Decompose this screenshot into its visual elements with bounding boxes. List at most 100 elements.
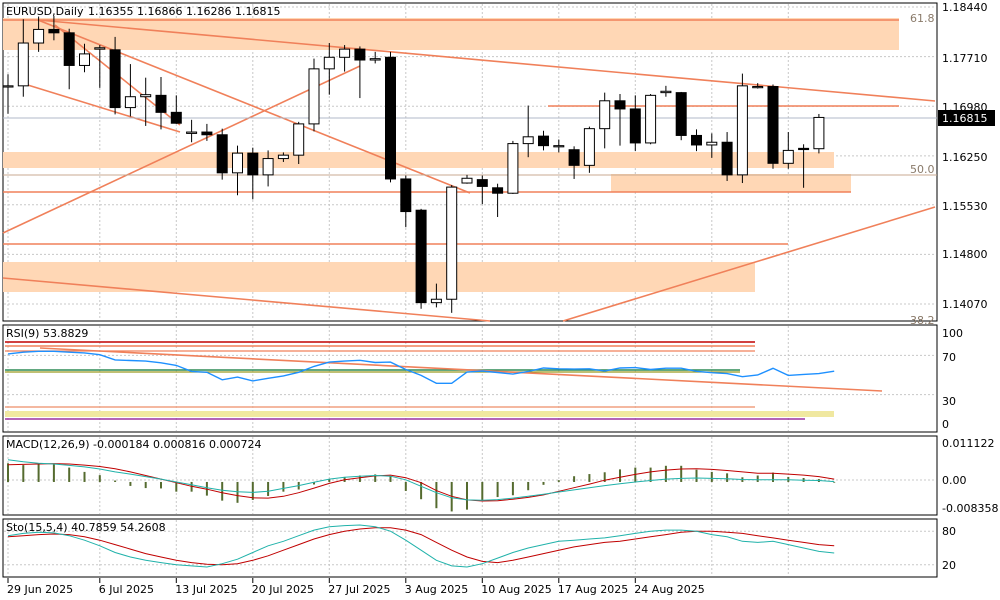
zone-mid [3, 152, 834, 168]
price-tick-6: 1.14800 [942, 248, 988, 261]
fib-label-382: 38.2 [910, 314, 935, 327]
candle-body-bull [124, 96, 136, 109]
candle-body-bear [155, 94, 167, 113]
candle [308, 58, 320, 132]
macd-tick-max: 0.011122 [942, 437, 995, 450]
price-tick-4: 1.16250 [942, 151, 988, 164]
candle [538, 130, 549, 151]
candle-body-bull [293, 123, 305, 156]
candle [354, 46, 366, 99]
rsi-grid [4, 326, 936, 431]
fib-label-618: 61.8 [910, 12, 935, 25]
resistance-zone-top [3, 18, 899, 50]
candle [507, 140, 519, 194]
macd-pane: MACD(12,26,9) -0.000184 0.000816 0.00072… [2, 435, 938, 516]
candle [736, 73, 748, 184]
candle-body-bear [170, 111, 182, 124]
zone-50 [611, 174, 851, 192]
candle-body-bear [629, 108, 641, 144]
date-tick-label: 27 Jul 2025 [328, 583, 390, 596]
candle [140, 77, 152, 126]
candle-body-bull [599, 100, 611, 130]
candle [124, 64, 136, 117]
candle [415, 208, 427, 309]
candle-body-bull [308, 68, 320, 125]
candle [691, 129, 702, 152]
candle-body-bear [216, 134, 228, 174]
candle [170, 95, 182, 124]
fib-label-500: 50.0 [910, 163, 935, 176]
candle [767, 84, 779, 169]
candle-body-bear [568, 149, 580, 166]
candle-body-bull [522, 136, 534, 145]
stoch-tick-20: 20 [942, 559, 956, 572]
current-price-tag [938, 110, 995, 126]
candle [706, 133, 718, 158]
candle [583, 126, 595, 173]
date-tick-label: 6 Jul 2025 [99, 583, 154, 596]
candle-body-bull [262, 158, 274, 176]
candle [17, 19, 29, 97]
candle [461, 174, 473, 184]
candle [94, 45, 106, 88]
candle-body-bull [2, 85, 14, 88]
candle-body-bull [430, 298, 442, 304]
macd-tick-zero: 0.00 [942, 474, 967, 487]
candle-body-bull [645, 94, 657, 144]
price-axis: 1.18440 1.17710 1.16980 1.16250 1.15530 … [938, 1, 995, 311]
candle [492, 183, 504, 218]
rsi-tick-70: 70 [942, 351, 956, 364]
stochastic-title: Sto(15,5,4) 40.7859 54.2608 [6, 521, 166, 534]
support-zone-bottom [3, 262, 755, 292]
candle-body-bear [767, 86, 779, 164]
candle-body-bear [400, 178, 412, 213]
candles-group [2, 15, 825, 313]
candle-body-bull [369, 58, 381, 61]
price-tick-1: 1.18440 [942, 1, 988, 14]
trendline-ascending-long [2, 65, 361, 234]
candle [262, 150, 274, 187]
candle [63, 28, 75, 90]
stochastic-main-line [7, 524, 835, 568]
candle-body-bull [33, 28, 45, 44]
trendline-upper-descending [37, 19, 936, 102]
candle [339, 45, 351, 72]
candle-body-bear [63, 32, 75, 66]
macd-histogram [7, 463, 836, 512]
candle-body-bear [415, 209, 427, 304]
candle-body-bull [339, 48, 351, 58]
candle [645, 93, 657, 145]
candle-body-bull [323, 56, 335, 70]
stoch-tick-80: 80 [942, 525, 956, 538]
candle [813, 113, 825, 154]
rsi-levels [5, 341, 883, 420]
candle [232, 145, 243, 196]
candle-body-bull [507, 143, 519, 194]
support-resistance-zones [3, 18, 899, 292]
candle-body-bear [201, 131, 213, 136]
candle-body-bear [109, 49, 121, 109]
candle [721, 132, 733, 181]
rsi-tick-30: 30 [942, 395, 956, 408]
date-tick-label: 3 Aug 2025 [405, 583, 468, 596]
candle [476, 175, 488, 205]
rsi-line [7, 350, 835, 384]
candle-body-bull [782, 149, 794, 164]
date-tick-label: 29 Jun 2025 [7, 583, 73, 596]
trendline-ascending-lower [562, 206, 936, 322]
chart-title: EURUSD,Daily [6, 5, 84, 18]
candle-body-bear [247, 152, 259, 176]
candle [79, 43, 90, 73]
candle-body-bear [798, 147, 810, 151]
candle [599, 92, 611, 149]
trendlines [2, 19, 937, 322]
macd-pane-frame [2, 435, 938, 516]
candle [201, 123, 213, 141]
date-axis: 29 Jun 2025 6 Jul 2025 13 Jul 2025 20 Jul 2… [7, 578, 705, 596]
candle [629, 95, 641, 152]
candle [155, 77, 167, 130]
candle-body-bull [140, 94, 152, 98]
candle [568, 146, 580, 179]
rsi-trendline [39, 347, 883, 392]
candle-body-bull [660, 90, 672, 94]
